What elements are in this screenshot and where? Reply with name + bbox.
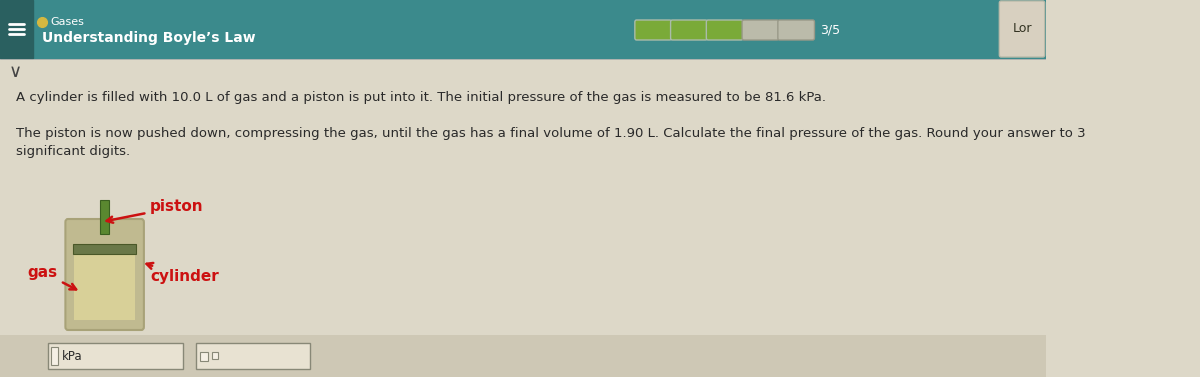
- Text: The piston is now pushed down, compressing the gas, until the gas has a final vo: The piston is now pushed down, compressi…: [16, 127, 1085, 141]
- FancyBboxPatch shape: [1000, 1, 1045, 57]
- Text: kPa: kPa: [62, 349, 83, 363]
- Bar: [0, 0, 34, 58]
- Text: A cylinder is filled with 10.0 L of gas and a piston is put into it. The initial: A cylinder is filled with 10.0 L of gas …: [16, 92, 826, 104]
- Bar: [0, 335, 1046, 377]
- Bar: [48, 343, 184, 369]
- Text: Understanding Boyle’s Law: Understanding Boyle’s Law: [42, 31, 256, 45]
- Bar: [212, 351, 218, 359]
- Text: Lor: Lor: [1013, 23, 1032, 35]
- FancyBboxPatch shape: [66, 219, 144, 330]
- Bar: [74, 244, 136, 320]
- FancyBboxPatch shape: [635, 20, 672, 40]
- Bar: [197, 343, 310, 369]
- Bar: [0, 0, 1046, 58]
- Text: cylinder: cylinder: [146, 263, 218, 285]
- FancyBboxPatch shape: [671, 20, 707, 40]
- FancyBboxPatch shape: [707, 20, 743, 40]
- Text: 3/5: 3/5: [821, 23, 841, 37]
- Bar: [73, 244, 136, 254]
- Text: ∨: ∨: [10, 63, 23, 81]
- Text: Gases: Gases: [50, 17, 84, 27]
- Bar: [199, 351, 208, 360]
- Text: gas: gas: [28, 265, 76, 290]
- Bar: [50, 347, 59, 365]
- FancyBboxPatch shape: [742, 20, 779, 40]
- Bar: [101, 200, 109, 234]
- Text: piston: piston: [107, 199, 204, 223]
- Text: significant digits.: significant digits.: [16, 144, 130, 158]
- FancyBboxPatch shape: [778, 20, 815, 40]
